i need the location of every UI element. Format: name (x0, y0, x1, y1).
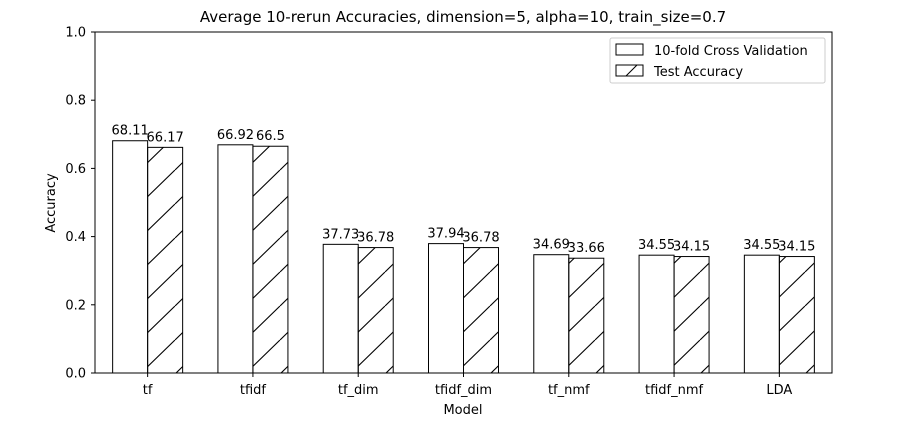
bar-cv (322, 243, 359, 374)
bar-value-label-test: 36.78 (462, 231, 499, 246)
x-tick-label: tfidf_dim (435, 383, 492, 398)
y-tick-label: 0.2 (65, 298, 86, 313)
y-tick-label: 0.4 (65, 230, 86, 245)
y-tick-label: 0.6 (65, 162, 86, 177)
bar-value-label-test: 36.78 (357, 231, 394, 246)
y-tick-label: 0.0 (65, 367, 86, 382)
bar-test (463, 247, 499, 374)
bar-value-label-cv: 68.11 (112, 124, 149, 139)
x-tick-label: tf (143, 383, 153, 398)
legend-swatch-cv (615, 43, 644, 56)
bar-value-label-test: 34.15 (673, 240, 710, 255)
bar-value-label-test: 34.15 (778, 240, 815, 255)
bar-cv (638, 254, 675, 374)
bar-test (778, 256, 815, 374)
bar-value-label-cv: 34.55 (638, 238, 675, 253)
bar-value-label-cv: 34.55 (743, 238, 780, 253)
bar-cv (217, 144, 254, 374)
legend-swatch-test (615, 64, 644, 77)
x-tick-label: tf_dim (338, 383, 379, 398)
bar-value-label-cv: 66.92 (217, 128, 254, 143)
y-axis: 0.0 0.2 0.4 0.6 0.8 1.0 (65, 26, 95, 382)
legend-frame (609, 37, 826, 84)
y-tick-label: 0.8 (65, 94, 86, 109)
bar-test (147, 146, 184, 374)
bar-value-label-test: 33.66 (568, 241, 605, 256)
bar-test (568, 257, 605, 374)
chart-title: Average 10-rerun Accuracies, dimension=5… (200, 8, 726, 27)
bars (112, 140, 815, 374)
bar-cv (112, 140, 149, 374)
x-tick-label: tf_nmf (548, 383, 590, 398)
legend: 10-fold Cross Validation Test Accuracy (609, 37, 826, 84)
bar-value-label-cv: 34.69 (533, 238, 570, 253)
legend-label-test: Test Accuracy (653, 65, 743, 80)
x-tick-label: LDA (766, 383, 792, 398)
bar-test (673, 256, 710, 374)
x-tick-label: tfidf_nmf (645, 383, 704, 398)
bar-cv (743, 254, 780, 374)
bar-test (357, 247, 394, 374)
x-axis-label: Model (443, 403, 482, 418)
legend-swatch-test-hatch (625, 64, 638, 77)
bar-test (252, 145, 289, 374)
bar-value-label-test: 66.5 (256, 129, 285, 144)
bar-cv (428, 243, 464, 374)
bar-value-label-cv: 37.73 (322, 227, 359, 242)
bar-cv (533, 254, 570, 374)
bar-value-label-cv: 37.94 (427, 227, 464, 242)
legend-label-cv: 10-fold Cross Validation (654, 44, 808, 59)
x-tick-label: tfidf (240, 383, 267, 398)
y-axis-label: Accuracy (44, 173, 59, 233)
y-tick-label: 1.0 (65, 26, 86, 41)
bar-value-label-test: 66.17 (147, 130, 184, 145)
x-axis: tf tfidf tf_dim tfidf_dim tf_nmf tfidf_nmf LDA (143, 373, 792, 398)
